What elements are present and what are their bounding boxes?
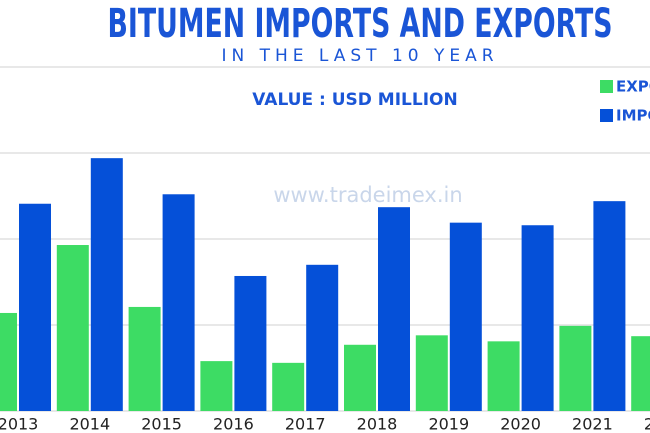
x-tick-label: 2021 — [572, 415, 613, 433]
x-tick-label: 2016 — [213, 415, 254, 433]
bar — [56, 245, 89, 411]
bar — [487, 341, 520, 411]
chart-subtitle: IN THE LAST 10 YEAR — [221, 46, 498, 66]
bar — [128, 306, 161, 411]
bar — [521, 225, 554, 411]
watermark: www.tradeimex.in — [273, 183, 462, 207]
x-tick-label: 2018 — [357, 415, 398, 433]
x-tick-label: 2015 — [141, 415, 182, 433]
bar — [19, 203, 51, 411]
x-tick-label: 2013 — [0, 415, 38, 433]
x-tick-label: 2014 — [69, 415, 110, 433]
bar — [90, 158, 123, 411]
bar — [415, 335, 448, 411]
bar — [559, 325, 592, 411]
chart-title: BITUMEN IMPORTS AND EXPORTS — [108, 1, 613, 47]
bar — [234, 275, 267, 411]
legend-label: EXPORTS — [616, 78, 650, 96]
legend-swatch — [600, 80, 613, 93]
legend-label: IMPORTS — [616, 107, 650, 125]
x-tick-label: 2019 — [428, 415, 469, 433]
legend-swatch — [600, 109, 613, 122]
x-tick-label: 2020 — [500, 415, 541, 433]
bar — [344, 344, 376, 411]
bar — [593, 201, 626, 411]
bar — [449, 222, 482, 411]
bar — [378, 207, 410, 411]
x-tick-label: 2022 — [644, 415, 650, 433]
annotation: VALUE : USD MILLION — [252, 90, 457, 110]
bar — [162, 194, 195, 411]
bar — [200, 361, 233, 411]
bar — [272, 362, 305, 411]
bar — [306, 264, 339, 411]
bar — [0, 312, 17, 411]
bar — [631, 336, 650, 411]
x-tick-label: 2017 — [285, 415, 326, 433]
